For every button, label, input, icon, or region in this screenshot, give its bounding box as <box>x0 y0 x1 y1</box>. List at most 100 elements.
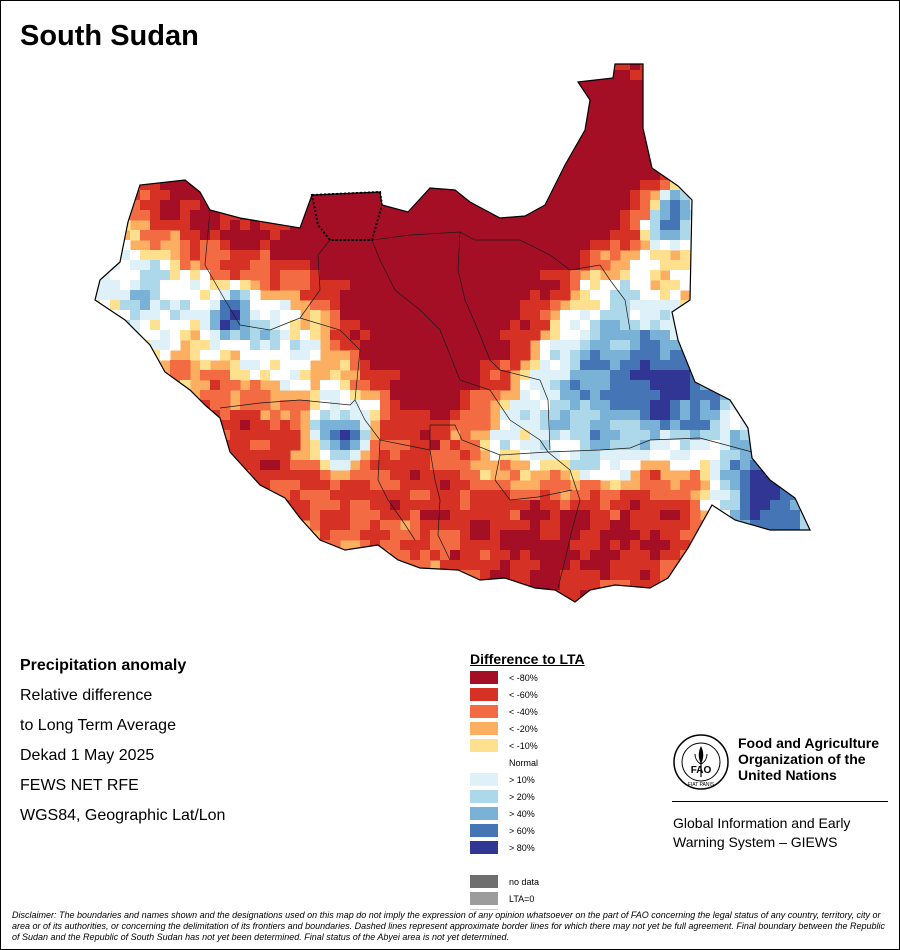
anomaly-cell <box>190 320 201 331</box>
anomaly-cell <box>260 160 271 171</box>
anomaly-cell <box>590 250 601 261</box>
anomaly-cell <box>460 550 471 561</box>
anomaly-cell <box>440 410 451 421</box>
anomaly-cell <box>730 550 741 561</box>
anomaly-cell <box>780 420 791 431</box>
anomaly-cell <box>470 410 481 421</box>
anomaly-cell <box>220 120 231 131</box>
anomaly-cell <box>580 550 591 561</box>
anomaly-cell <box>280 450 291 461</box>
anomaly-cell <box>760 160 771 171</box>
anomaly-cell <box>130 600 141 602</box>
anomaly-cell <box>390 490 401 501</box>
anomaly-cell <box>550 80 561 91</box>
anomaly-cell <box>210 210 221 221</box>
anomaly-cell <box>400 420 411 431</box>
anomaly-cell <box>510 420 521 431</box>
anomaly-cell <box>700 320 711 331</box>
anomaly-cell <box>240 600 251 602</box>
anomaly-cell <box>690 270 701 281</box>
anomaly-cell <box>130 290 141 301</box>
anomaly-cell <box>340 360 351 371</box>
anomaly-cell <box>690 500 701 511</box>
anomaly-cell <box>260 150 271 161</box>
anomaly-cell <box>710 200 721 211</box>
anomaly-cell <box>510 290 521 301</box>
anomaly-cell <box>320 80 331 91</box>
anomaly-cell <box>730 410 741 421</box>
anomaly-cell <box>250 330 261 341</box>
anomaly-cell <box>780 320 791 331</box>
anomaly-cell <box>180 400 191 411</box>
anomaly-cell <box>280 500 291 511</box>
anomaly-cell <box>190 490 201 501</box>
anomaly-cell <box>710 500 721 511</box>
anomaly-cell <box>220 550 231 561</box>
anomaly-cell <box>420 170 431 181</box>
anomaly-cell <box>210 190 221 201</box>
anomaly-cell <box>710 120 721 131</box>
anomaly-cell <box>200 390 211 401</box>
anomaly-cell <box>500 240 511 251</box>
anomaly-cell <box>250 440 261 451</box>
anomaly-cell <box>110 220 121 231</box>
anomaly-cell <box>640 270 651 281</box>
anomaly-cell <box>660 280 671 291</box>
anomaly-cell <box>610 290 621 301</box>
anomaly-cell <box>200 160 211 171</box>
anomaly-cell <box>190 420 201 431</box>
anomaly-cell <box>620 300 631 311</box>
info-line-measure: Relative difference <box>20 687 153 704</box>
anomaly-cell <box>140 430 151 441</box>
anomaly-cell <box>460 220 471 231</box>
anomaly-cell <box>440 200 451 211</box>
anomaly-cell <box>95 250 101 261</box>
anomaly-cell <box>650 110 661 121</box>
anomaly-cell <box>360 460 371 471</box>
anomaly-cell <box>700 260 711 271</box>
anomaly-cell <box>690 370 701 381</box>
anomaly-cell <box>140 330 151 341</box>
anomaly-cell <box>520 500 531 511</box>
anomaly-cell <box>370 280 381 291</box>
anomaly-cell <box>760 530 771 541</box>
anomaly-cell <box>270 230 281 241</box>
anomaly-cell <box>410 90 421 101</box>
anomaly-cell <box>630 580 641 591</box>
anomaly-cell <box>340 560 351 571</box>
anomaly-cell <box>430 140 441 151</box>
anomaly-cell <box>290 150 301 161</box>
anomaly-cell <box>350 580 361 591</box>
anomaly-cell <box>170 330 181 341</box>
anomaly-cell <box>780 500 791 511</box>
anomaly-cell <box>770 380 781 391</box>
anomaly-cell <box>660 430 671 441</box>
anomaly-cell <box>430 200 441 211</box>
anomaly-cell <box>630 190 641 201</box>
anomaly-cell <box>490 330 501 341</box>
anomaly-cell <box>550 480 561 491</box>
anomaly-cell <box>290 330 301 341</box>
anomaly-cell <box>520 170 531 181</box>
anomaly-cell <box>480 380 491 391</box>
anomaly-cell <box>480 360 491 371</box>
anomaly-cell <box>320 410 331 421</box>
anomaly-cell <box>310 490 321 501</box>
anomaly-cell <box>480 290 491 301</box>
anomaly-cell <box>370 570 381 581</box>
anomaly-cell <box>310 510 321 521</box>
anomaly-cell <box>720 450 731 461</box>
anomaly-cell <box>640 280 651 291</box>
anomaly-cell <box>370 320 381 331</box>
anomaly-cell <box>410 350 421 361</box>
anomaly-cell <box>190 200 201 211</box>
anomaly-cell <box>160 110 171 121</box>
anomaly-cell <box>750 370 761 381</box>
anomaly-cell <box>400 90 411 101</box>
anomaly-cell <box>680 100 691 111</box>
anomaly-cell <box>320 70 331 81</box>
anomaly-cell <box>130 570 141 581</box>
anomaly-cell <box>370 180 381 191</box>
anomaly-cell <box>710 480 721 491</box>
anomaly-cell <box>590 540 601 551</box>
